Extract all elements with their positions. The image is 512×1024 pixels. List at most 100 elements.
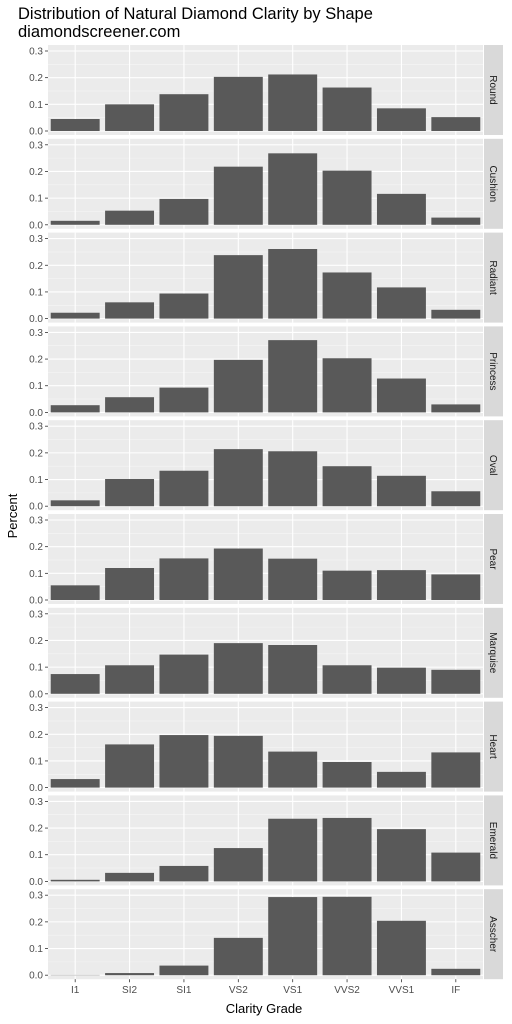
bar-round-vs1 <box>268 74 318 131</box>
bar-radiant-si2 <box>105 302 155 319</box>
y-tick-label: 0.3 <box>29 234 43 245</box>
facet-panel-princess: 0.0 0.1 0.2 0.3 Princess <box>29 326 503 419</box>
y-tick-label: 0.1 <box>29 569 43 580</box>
bar-asscher-vs1 <box>268 897 318 976</box>
bar-marquise-si1 <box>159 654 209 694</box>
bar-cushion-si1 <box>159 198 209 225</box>
y-tick-label: 0.2 <box>29 448 43 459</box>
bar-radiant-i1 <box>50 312 100 319</box>
bar-cushion-vvs1 <box>376 193 426 225</box>
bar-marquise-si2 <box>105 665 155 694</box>
bar-oval-vvs1 <box>376 475 426 507</box>
bar-round-si2 <box>105 104 155 131</box>
y-tick-label: 0.3 <box>29 797 43 808</box>
y-tick-label: 0.2 <box>29 542 43 553</box>
x-tick-label: VVS2 <box>334 985 360 996</box>
bar-heart-vvs2 <box>322 762 372 788</box>
facet-panel-oval: 0.0 0.1 0.2 0.3 Oval <box>29 420 503 513</box>
bar-heart-vs1 <box>268 751 318 788</box>
y-tick-label: 0.2 <box>29 824 43 835</box>
chart-title: Distribution of Natural Diamond Clarity … <box>18 5 373 23</box>
facet-panel-pear: 0.0 0.1 0.2 0.3 Pear <box>29 514 503 607</box>
y-tick-label: 0.1 <box>29 381 43 392</box>
bar-emerald-si2 <box>105 872 155 882</box>
facet-panel-radiant: 0.0 0.1 0.2 0.3 Radiant <box>29 232 503 325</box>
facet-strip <box>484 607 503 698</box>
bar-emerald-vvs1 <box>376 829 426 882</box>
bar-marquise-i1 <box>50 674 100 694</box>
bar-round-si1 <box>159 94 209 131</box>
bar-pear-vs2 <box>213 548 263 600</box>
bar-emerald-vs2 <box>213 848 263 882</box>
bar-cushion-if <box>431 217 481 225</box>
y-tick-label: 0.3 <box>29 891 43 902</box>
bar-heart-si2 <box>105 744 155 788</box>
bar-pear-vvs2 <box>322 570 372 600</box>
bar-heart-vs2 <box>213 735 263 788</box>
bar-pear-si2 <box>105 568 155 600</box>
y-tick-label: 0.0 <box>29 971 43 982</box>
bar-pear-vvs1 <box>376 570 426 600</box>
bar-cushion-si2 <box>105 210 155 225</box>
facet-strip <box>484 420 503 511</box>
bar-princess-vs1 <box>268 340 318 413</box>
facet-strip-label: Emerald <box>487 822 498 859</box>
x-tick-label: SI2 <box>122 985 137 996</box>
y-tick-label: 0.1 <box>29 944 43 955</box>
bar-heart-i1 <box>50 779 100 788</box>
bar-oval-si2 <box>105 479 155 507</box>
y-tick-label: 0.2 <box>29 917 43 928</box>
facet-strip <box>484 45 503 135</box>
bar-asscher-vs2 <box>213 937 263 976</box>
y-tick-label: 0.2 <box>29 730 43 741</box>
y-tick-label: 0.1 <box>29 850 43 861</box>
x-axis-title: Clarity Grade <box>226 1001 303 1016</box>
bar-marquise-vvs2 <box>322 665 372 694</box>
y-tick-label: 0.1 <box>29 475 43 486</box>
bar-asscher-vvs1 <box>376 920 426 976</box>
facet-strip <box>484 138 503 229</box>
y-tick-label: 0.0 <box>29 408 43 419</box>
x-tick-label: VS1 <box>283 985 302 996</box>
bar-radiant-vvs2 <box>322 272 372 319</box>
y-tick-label: 0.0 <box>29 596 43 607</box>
chart-subtitle: diamondscreener.com <box>18 23 181 41</box>
y-tick-label: 0.0 <box>29 220 43 231</box>
bar-radiant-vvs1 <box>376 287 426 319</box>
bar-oval-si1 <box>159 470 209 507</box>
bar-princess-si2 <box>105 397 155 413</box>
facet-panel-marquise: 0.0 0.1 0.2 0.3 Marquise <box>29 607 503 700</box>
x-tick-label: VS2 <box>229 985 248 996</box>
bar-oval-vs2 <box>213 449 263 507</box>
x-tick-label: VVS1 <box>389 985 415 996</box>
bar-pear-if <box>431 574 481 600</box>
y-tick-label: 0.2 <box>29 167 43 178</box>
bar-heart-if <box>431 752 481 788</box>
bar-oval-vs1 <box>268 451 318 507</box>
facet-strip-label: Heart <box>487 734 498 759</box>
y-tick-label: 0.2 <box>29 261 43 272</box>
bar-round-vvs2 <box>322 87 372 131</box>
bar-radiant-si1 <box>159 293 209 319</box>
facet-panel-cushion: 0.0 0.1 0.2 0.3 Cushion <box>29 138 503 231</box>
bar-pear-vs1 <box>268 558 318 600</box>
y-tick-label: 0.3 <box>29 516 43 527</box>
bar-radiant-vs1 <box>268 249 318 319</box>
facet-strip-label: Asscher <box>487 916 498 953</box>
bar-asscher-vvs2 <box>322 896 372 976</box>
bar-princess-vs2 <box>213 359 263 413</box>
bar-marquise-vs2 <box>213 643 263 694</box>
bar-round-i1 <box>50 119 100 131</box>
facet-strip-label: Princess <box>487 352 498 390</box>
y-tick-label: 0.1 <box>29 756 43 767</box>
bar-heart-vvs1 <box>376 771 426 788</box>
bar-round-vs2 <box>213 76 263 131</box>
facet-strip <box>484 795 503 886</box>
facet-strip <box>484 701 503 792</box>
y-tick-label: 0.1 <box>29 100 43 111</box>
x-tick-label: IF <box>451 985 460 996</box>
x-tick-label: SI1 <box>176 985 191 996</box>
y-tick-label: 0.2 <box>29 355 43 366</box>
y-tick-label: 0.0 <box>29 689 43 700</box>
